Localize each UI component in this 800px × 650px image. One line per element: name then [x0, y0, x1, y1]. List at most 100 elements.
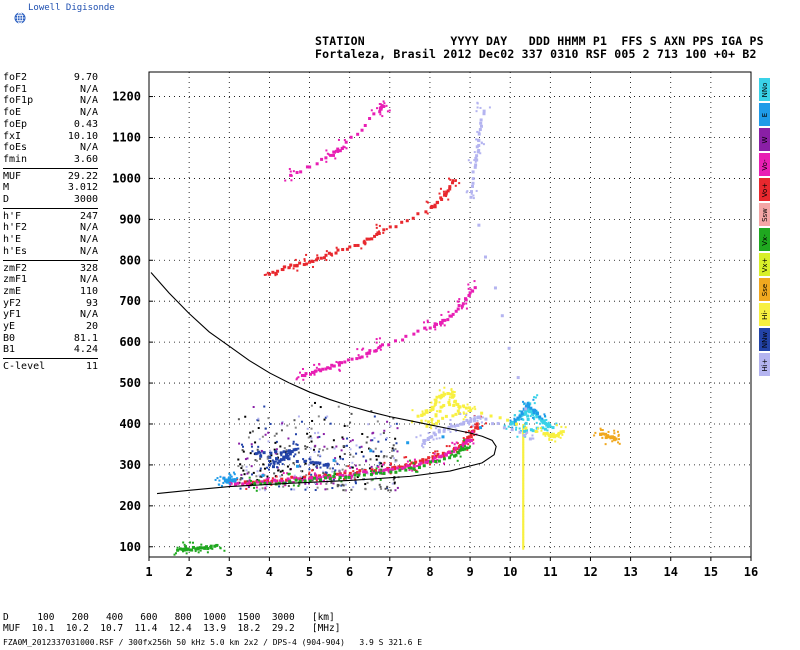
echo-point	[287, 479, 290, 482]
echo-noise-point	[297, 451, 300, 454]
param-row: foF1 N/A	[3, 84, 98, 96]
echo-point	[184, 548, 188, 552]
echo-point	[325, 464, 328, 467]
echo-point	[498, 416, 502, 420]
echo-noise-point	[275, 448, 278, 451]
echo-point	[306, 262, 309, 265]
echo-point	[343, 138, 346, 141]
echo-point	[439, 187, 442, 190]
echo-point	[378, 103, 381, 106]
echo-point	[458, 182, 461, 185]
echo-point	[473, 286, 477, 290]
echo-point	[329, 153, 333, 157]
echo-point	[514, 421, 517, 424]
echo-noise-point	[351, 466, 354, 469]
echo-noise-point	[342, 484, 345, 487]
param-name: yF2	[3, 297, 22, 309]
echo-point	[524, 426, 528, 430]
echo-point	[555, 422, 558, 425]
echo-noise-point	[386, 420, 389, 423]
y-tick-label: 1000	[112, 171, 141, 185]
echo-point	[381, 115, 384, 118]
echo-point	[393, 465, 397, 469]
echo-point	[322, 463, 326, 467]
echo-point	[480, 421, 483, 424]
echo-point	[214, 478, 217, 481]
echo-point	[428, 326, 432, 330]
echo-point	[368, 117, 372, 121]
echo-noise-point	[336, 461, 339, 464]
echo-point	[324, 156, 327, 159]
echo-noise-point	[281, 420, 284, 423]
x-tick-label: 13	[623, 565, 637, 579]
echo-point	[443, 193, 447, 197]
echo-point	[410, 461, 414, 465]
echo-point	[470, 184, 474, 188]
echo-point	[342, 145, 345, 148]
y-tick-label: 1200	[112, 90, 141, 104]
echo-noise-point	[251, 483, 254, 486]
echo-point	[292, 170, 295, 173]
echo-point	[522, 412, 526, 416]
echo-point	[524, 433, 527, 436]
echo-point	[469, 445, 472, 448]
echo-streak-point	[522, 515, 525, 519]
param-row: h'Es N/A	[3, 246, 98, 258]
echo-point	[249, 479, 252, 482]
echo-point	[443, 454, 446, 457]
echo-point	[280, 454, 283, 457]
echo-point	[424, 210, 428, 214]
echo-point	[403, 456, 406, 459]
legend-swatch: Hi-	[759, 303, 770, 326]
echo-point	[310, 475, 314, 479]
echo-point	[449, 178, 452, 181]
echo-point	[357, 354, 360, 357]
echo-point	[532, 398, 535, 401]
echo-point	[471, 425, 474, 428]
echo-point	[473, 151, 476, 154]
echo-point	[530, 409, 534, 413]
param-name: zmE	[3, 285, 22, 297]
echo-noise-point	[345, 465, 348, 468]
param-row: h'F2 N/A	[3, 222, 98, 234]
echo-point	[324, 476, 328, 480]
echo-point	[465, 418, 469, 422]
echo-point	[213, 544, 216, 547]
echo-point	[356, 132, 360, 136]
echo-noise-point	[377, 471, 380, 474]
echo-point	[552, 433, 555, 436]
legend-swatch: W	[759, 128, 770, 151]
echo-point	[340, 146, 344, 150]
echo-streak-point	[522, 528, 525, 532]
echo-point	[288, 472, 291, 475]
echo-point	[276, 458, 279, 461]
echo-point	[338, 361, 341, 364]
echo-noise-point	[310, 473, 313, 476]
echo-noise-point	[246, 472, 249, 475]
echo-point	[362, 473, 366, 477]
echo-point	[308, 476, 311, 479]
echo-noise-point	[356, 475, 359, 478]
echo-streak-point	[522, 425, 525, 429]
echo-point	[524, 435, 527, 438]
echo-noise-point	[366, 481, 369, 484]
echo-noise-point	[312, 463, 315, 466]
echo-point	[378, 224, 381, 227]
echo-point	[463, 439, 466, 442]
echo-point	[422, 439, 426, 443]
echo-point	[524, 404, 527, 407]
echo-noise-point	[337, 473, 340, 476]
echo-point	[184, 545, 187, 548]
echo-point	[283, 265, 287, 269]
echo-point	[404, 468, 408, 472]
echo-point	[378, 106, 382, 110]
echo-point	[364, 470, 368, 474]
echo-point	[432, 438, 435, 441]
echo-noise-point	[330, 481, 333, 484]
param-row: foF2 9.70	[3, 72, 98, 84]
echo-point	[462, 418, 465, 421]
echo-point	[325, 471, 328, 474]
echo-point	[514, 422, 518, 426]
echo-streak-point	[522, 487, 525, 491]
echo-point	[545, 423, 549, 427]
